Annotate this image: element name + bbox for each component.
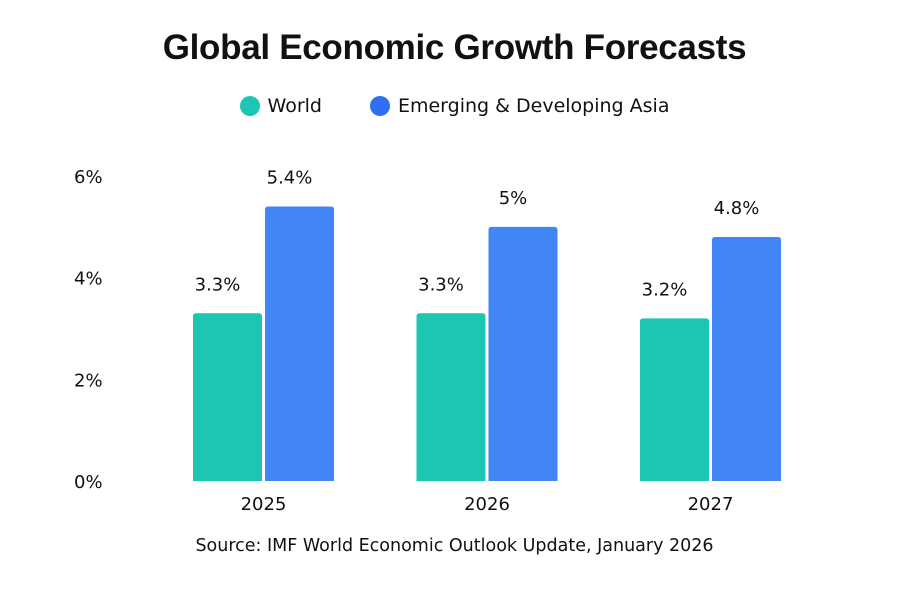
bar-world-2027[interactable] (640, 318, 709, 481)
legend-dot-asia-icon (369, 96, 390, 116)
x-tick-label: 2026 (464, 494, 510, 515)
data-label: 3.3% (195, 274, 241, 295)
y-tick-label: 6% (74, 167, 103, 188)
data-label: 4.8% (714, 198, 760, 219)
y-tick-label: 4% (74, 269, 103, 290)
source-note: Source: IMF World Economic Outlook Updat… (195, 536, 714, 556)
x-tick-label: 2027 (688, 494, 734, 515)
legend-item-world[interactable]: World (239, 95, 322, 117)
bar-asia-2026[interactable] (488, 226, 558, 481)
data-label: 5% (499, 188, 528, 209)
legend: World Emerging & Developing Asia (0, 95, 909, 117)
bar-asia-2025[interactable] (265, 206, 334, 482)
x-tick-label: 2025 (241, 494, 287, 515)
y-tick-label: 2% (74, 370, 103, 391)
legend-dot-world-icon (239, 96, 260, 116)
legend-label-asia: Emerging & Developing Asia (397, 95, 670, 117)
bar-asia-2027[interactable] (712, 237, 781, 481)
y-tick-label: 0% (74, 472, 103, 493)
bar-world-2025[interactable] (193, 313, 262, 481)
legend-item-asia[interactable]: Emerging & Developing Asia (369, 95, 670, 117)
data-label: 5.4% (267, 168, 313, 189)
chart-title: Global Economic Growth Forecasts (162, 28, 747, 67)
data-label: 3.3% (418, 274, 464, 295)
bar-world-2026[interactable] (416, 313, 486, 481)
data-label: 3.2% (642, 279, 688, 300)
legend-label-world: World (267, 95, 322, 117)
